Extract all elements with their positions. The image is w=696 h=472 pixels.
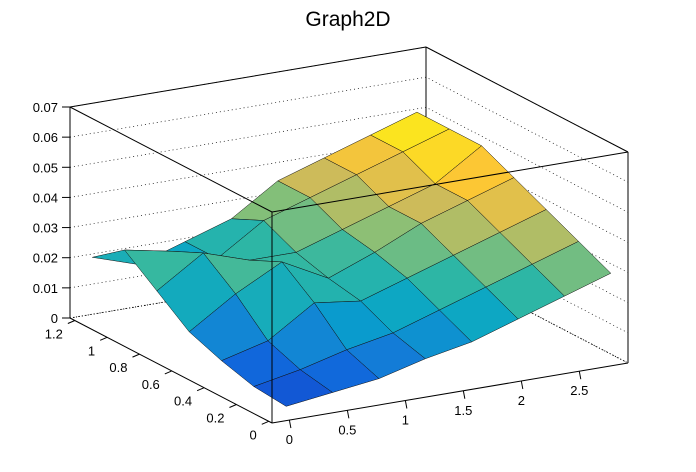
grid-line [69,106,629,213]
y-tick [67,320,76,324]
z-tick-label: 0.03 [33,221,58,236]
grid-line [69,76,629,183]
y-tick-label: 0.8 [109,360,127,375]
y-tick [229,404,237,408]
x-tick [578,371,582,380]
x-tick-label: 2 [518,393,525,408]
box-edge [271,151,629,213]
z-tick-label: 0.01 [33,281,58,296]
y-tick-label: 1 [88,343,95,358]
y-tick [261,420,269,425]
y-tick [99,336,108,341]
y-tick-label: 0 [250,427,257,442]
x-tick-label: 0 [286,432,293,447]
z-tick-label: 0 [51,311,58,326]
x-tick-label: 1.5 [454,403,472,418]
x-tick [288,419,292,429]
y-tick [164,370,173,375]
x-tick [346,410,350,419]
x-tick [462,390,466,399]
x-tick-label: 0.5 [338,422,356,437]
y-tick [132,353,140,358]
y-tick [196,387,205,392]
grid-line [69,137,629,243]
y-tick-label: 0.4 [174,394,192,409]
y-axis [69,317,273,424]
z-tick-label: 0.05 [33,160,58,175]
grid-line [69,46,629,153]
z-tick-label: 0.02 [33,251,58,266]
x-tick-label: 2.5 [570,383,588,398]
x-tick [520,380,524,390]
surface-cell [253,369,334,407]
z-tick-label: 0.06 [33,130,58,145]
y-tick-label: 1.2 [45,327,63,342]
x-axis [271,362,629,424]
y-tick-label: 0.2 [206,411,224,426]
chart-title: Graph2D [305,8,390,31]
x-tick [404,400,408,409]
y-tick-label: 0.6 [142,377,160,392]
z-tick-label: 0.07 [33,100,58,115]
box-edge [425,46,629,153]
z-tick-label: 0.04 [33,190,58,205]
box-edge [425,257,629,364]
x-tick-label: 1 [402,413,409,428]
box-edge [69,106,273,213]
